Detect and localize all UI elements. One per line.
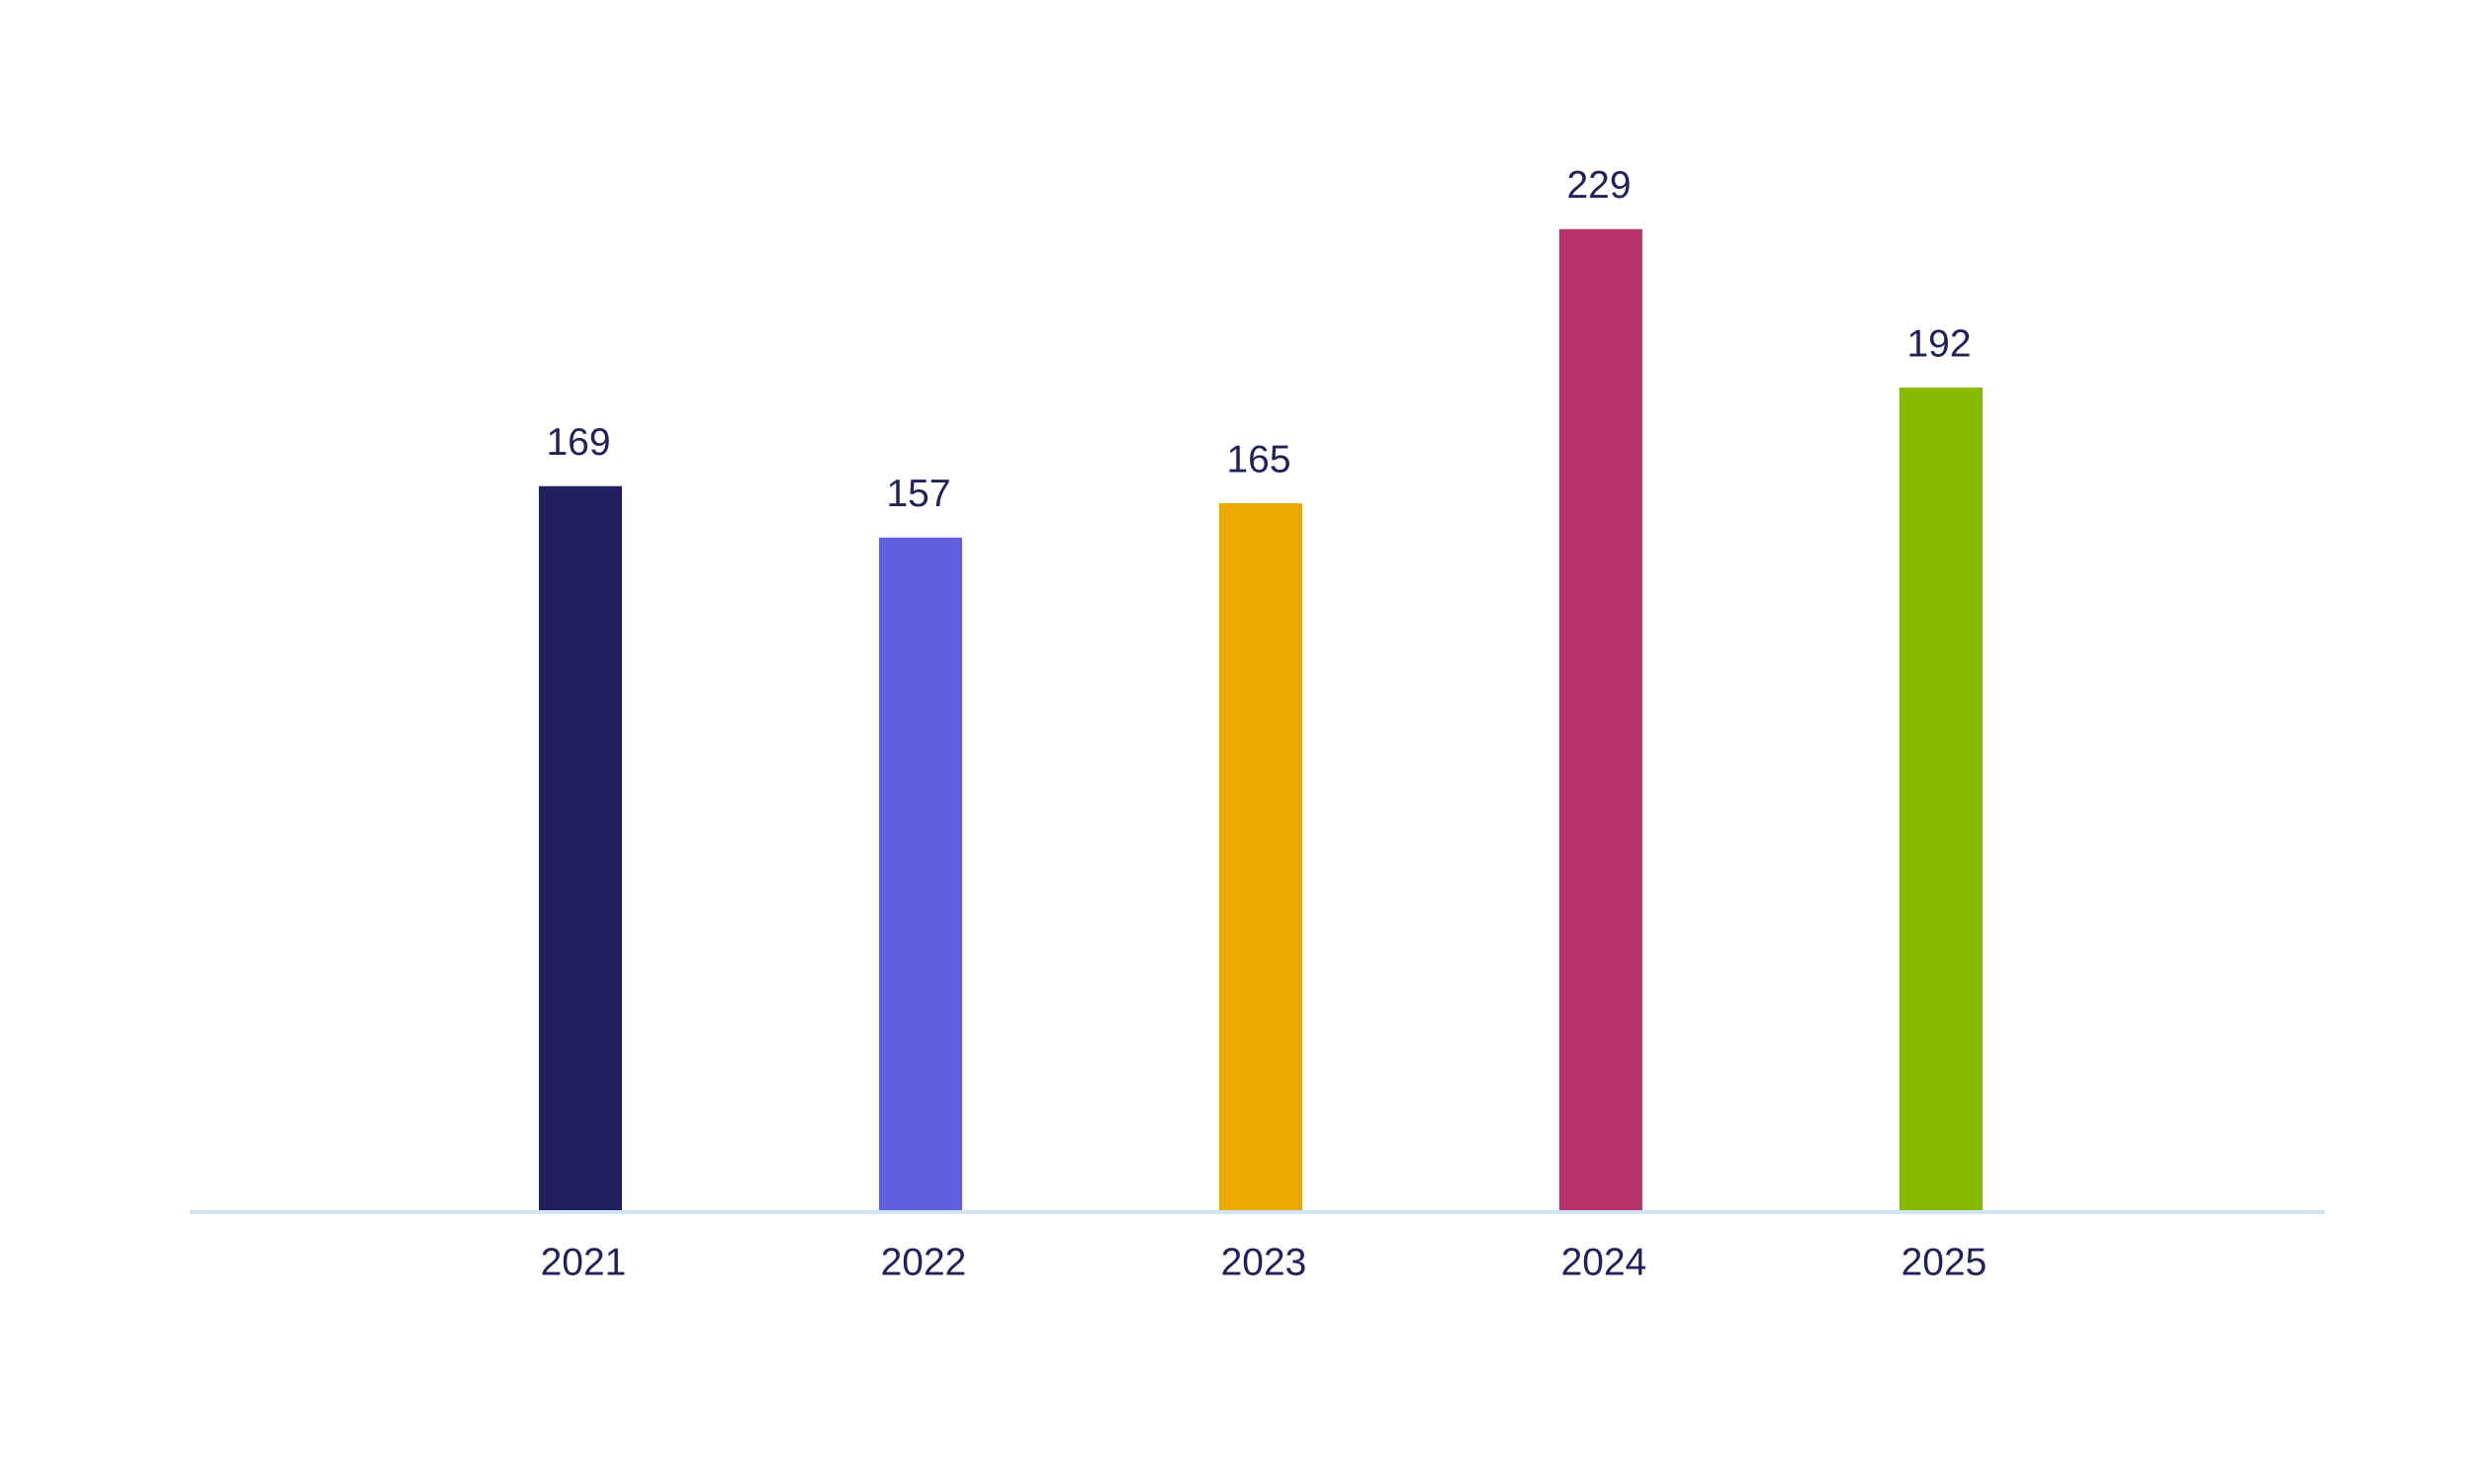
- bar: [539, 485, 622, 1210]
- bar: [879, 537, 962, 1210]
- value-label: 192: [1906, 322, 1971, 365]
- value-label: 165: [1226, 438, 1290, 480]
- bar: [1559, 228, 1642, 1211]
- bar: [1219, 503, 1302, 1210]
- x-tick-label: 2023: [1221, 1241, 1307, 1283]
- x-tick-label: 2022: [881, 1241, 967, 1283]
- bar: [1899, 388, 1983, 1211]
- x-tick-label: 2024: [1561, 1241, 1647, 1283]
- x-tick-label: 2025: [1901, 1241, 1987, 1283]
- value-label: 229: [1566, 164, 1631, 207]
- value-label: 169: [546, 421, 610, 464]
- value-label: 157: [886, 473, 950, 515]
- x-tick-label: 2021: [541, 1241, 627, 1283]
